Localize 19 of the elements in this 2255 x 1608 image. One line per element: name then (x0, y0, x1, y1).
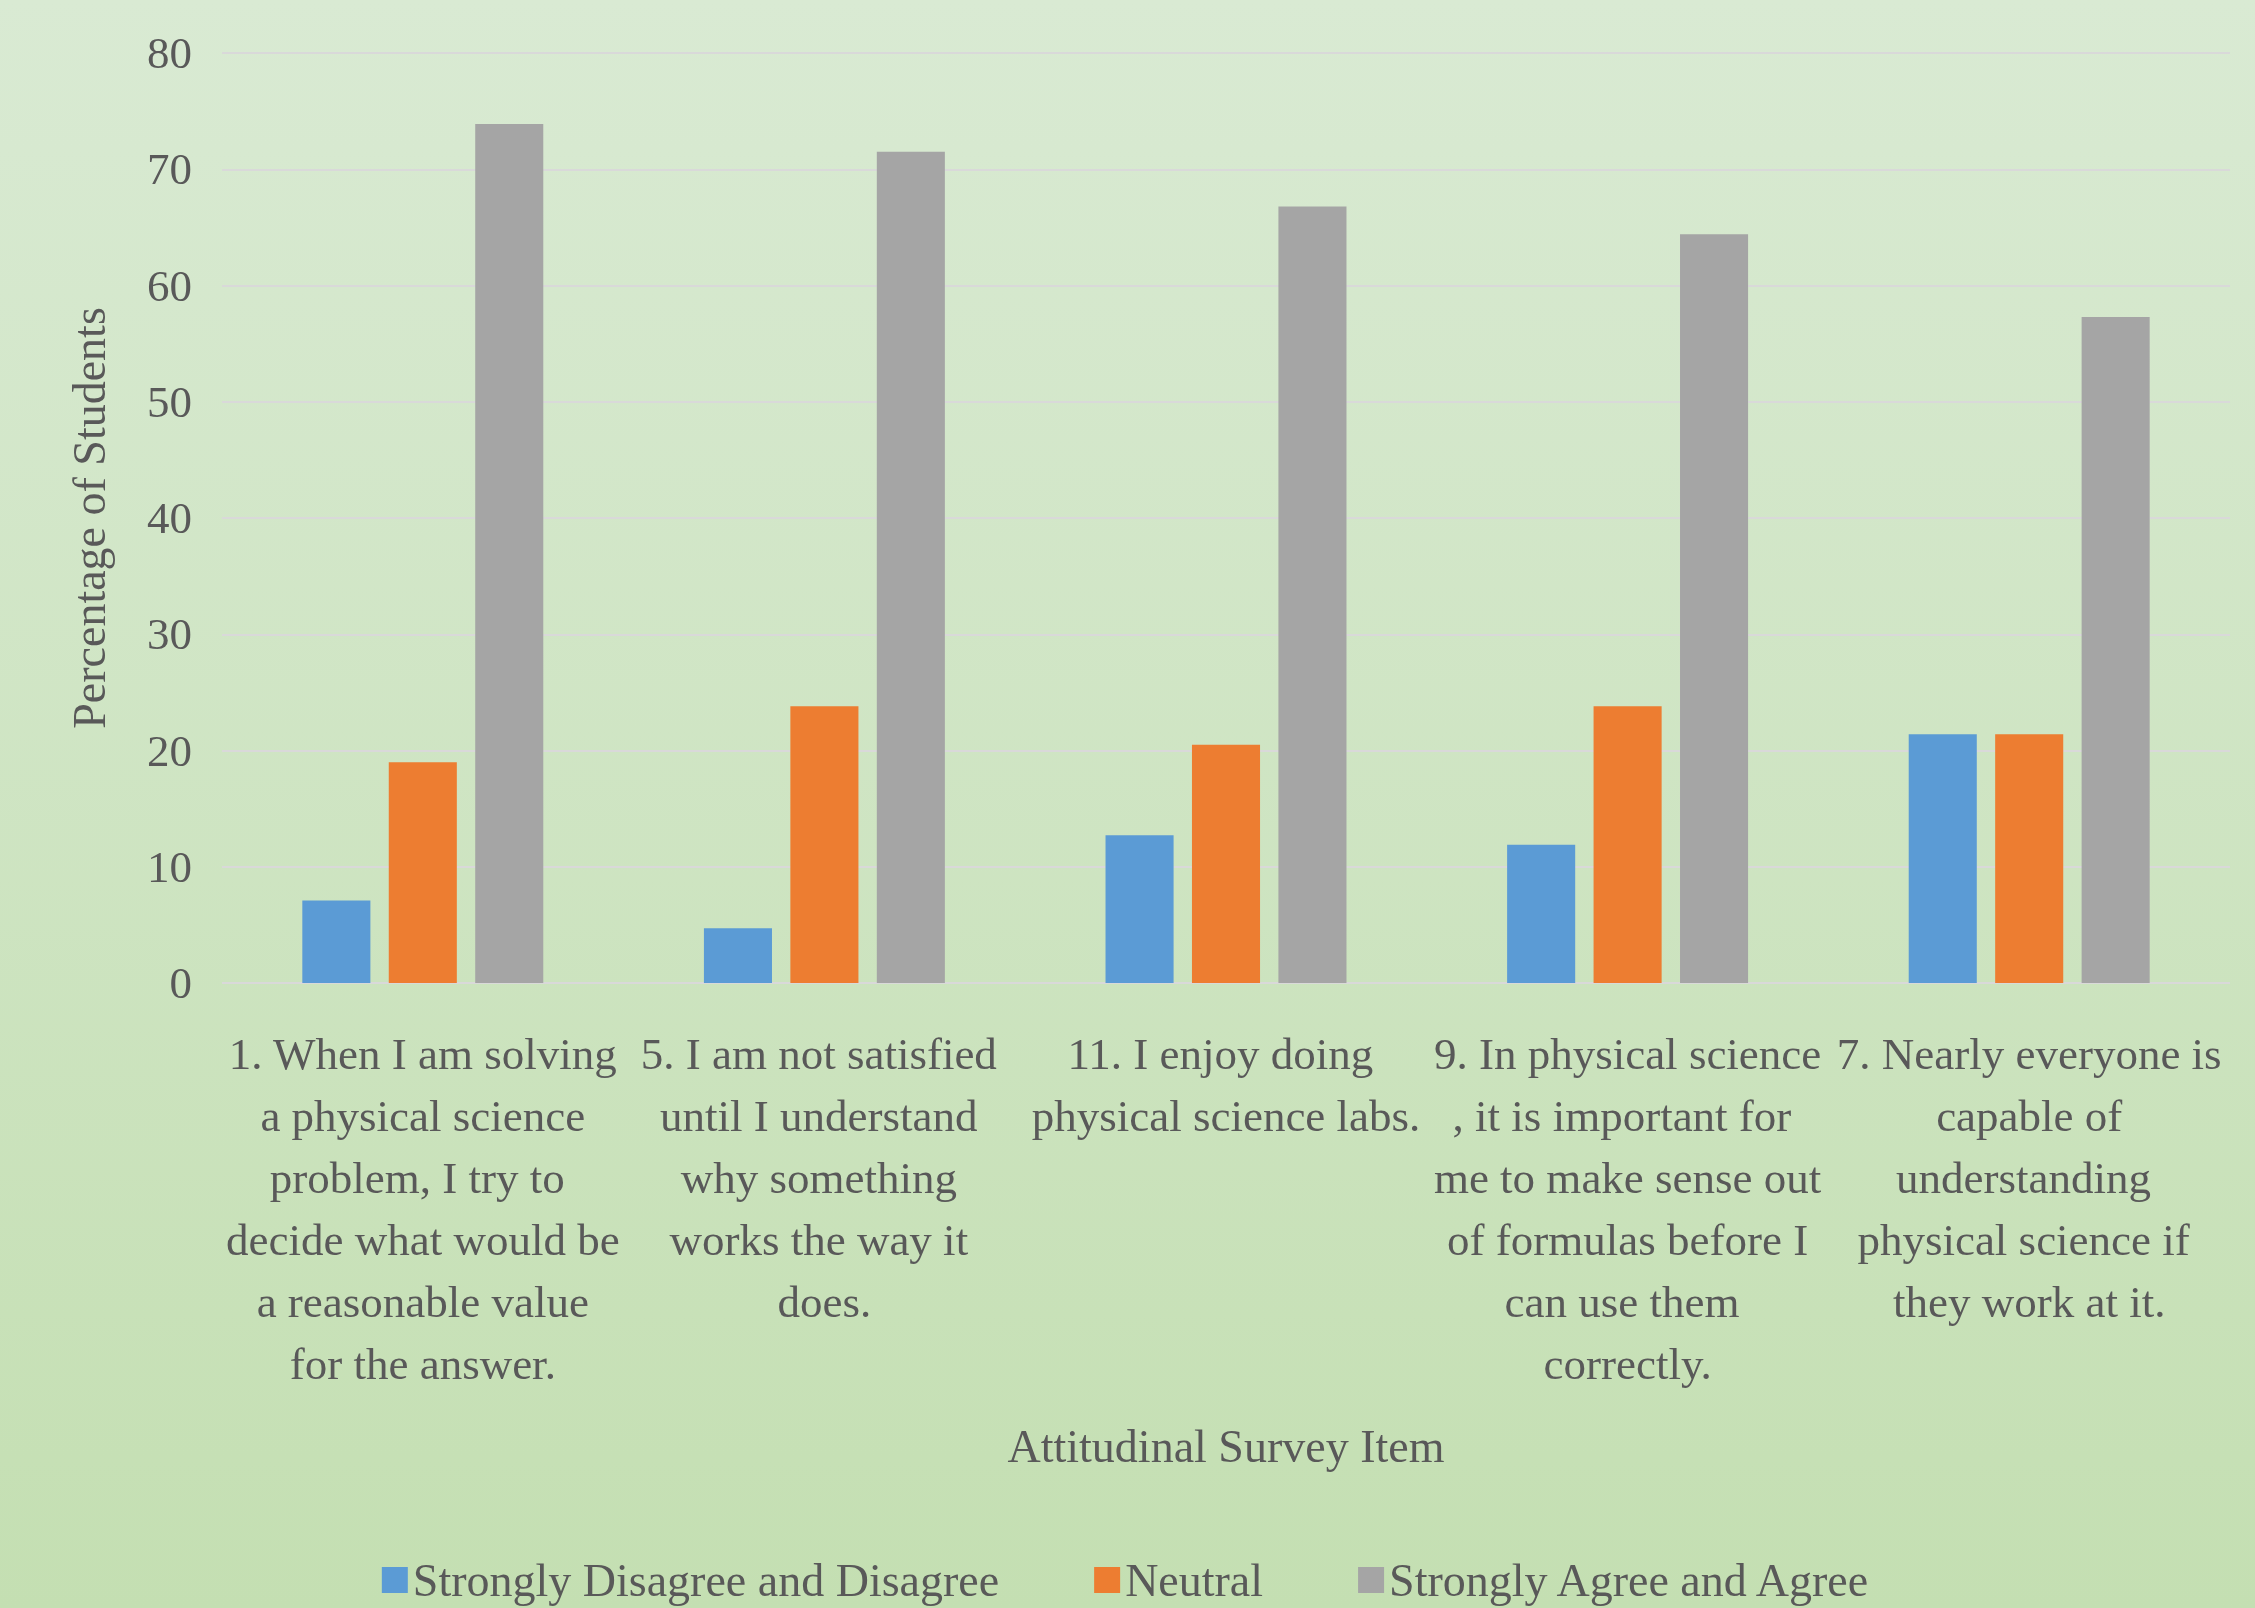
x-tick-label: 7. Nearly everyone is capable of understanding physical science if they work at it. (1836, 1029, 2222, 1327)
y-tick-label: 80 (147, 28, 192, 78)
legend-label: Strongly Agree and Agree (1389, 1554, 1869, 1606)
x-tick-label: 11. I enjoy doing physical science labs. (1031, 1029, 1421, 1141)
x-tick-label: 5. I am not satisfied until I understand why something works the way it does. (640, 1029, 1009, 1327)
legend-label: Neutral (1125, 1554, 1264, 1606)
y-tick-label: 60 (147, 260, 192, 311)
y-tick-label: 50 (147, 376, 192, 427)
x-tick-label: 9. In physical science, it is important for me to make sense out of formulas before I can use them correctly. (1433, 1029, 1822, 1389)
y-tick-label: 70 (147, 144, 192, 195)
y-tick-label: 30 (147, 609, 192, 660)
y-tick-label: 10 (147, 841, 192, 892)
y-tick-label: 0 (169, 958, 192, 1008)
legend-label: Strongly Disagree and Disagree (412, 1554, 1000, 1606)
y-tick-label: 40 (147, 493, 192, 543)
x-tick-label: 1. When I am solving a physical science problem, I try to decide what would be a reasonable value for the answer. (225, 1029, 620, 1389)
y-tick-label: 20 (147, 725, 192, 776)
x-axis-title: Attitudinal Survey Item (1007, 1420, 1445, 1472)
y-axis-title: Percentage of Students (63, 307, 115, 729)
